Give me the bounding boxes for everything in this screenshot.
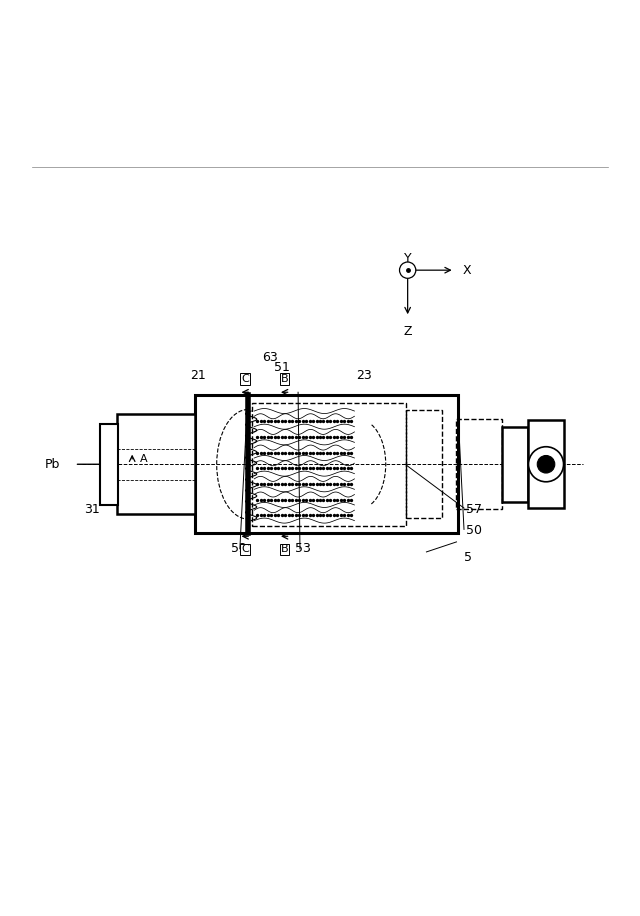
Text: Pb: Pb	[44, 458, 60, 471]
Text: C: C	[241, 544, 249, 554]
Text: 51: 51	[275, 361, 291, 374]
Bar	[528, 420, 564, 508]
Text: 31: 31	[84, 503, 100, 516]
Text: Y: Y	[404, 252, 412, 265]
Text: Z: Z	[403, 324, 412, 338]
Circle shape	[529, 447, 564, 482]
Bar	[406, 410, 442, 518]
Text: B: B	[280, 544, 288, 554]
Text: 5: 5	[464, 551, 472, 564]
Bar	[195, 396, 458, 533]
Text: C: C	[241, 374, 249, 384]
Bar	[502, 427, 528, 502]
Text: 52: 52	[230, 542, 246, 555]
Text: A: A	[551, 454, 559, 464]
Text: B: B	[280, 374, 288, 384]
Text: 63: 63	[262, 352, 278, 365]
Text: 57: 57	[466, 503, 482, 516]
Text: 50: 50	[466, 524, 482, 537]
Bar	[252, 403, 406, 526]
Text: X: X	[462, 264, 471, 277]
Text: A: A	[140, 454, 148, 464]
Bar	[116, 414, 195, 515]
Text: 21: 21	[190, 369, 206, 382]
Bar	[100, 423, 118, 505]
Circle shape	[399, 262, 416, 278]
Text: 53: 53	[294, 542, 310, 555]
Text: 23: 23	[356, 369, 372, 382]
Circle shape	[537, 455, 555, 473]
Bar	[456, 420, 502, 509]
